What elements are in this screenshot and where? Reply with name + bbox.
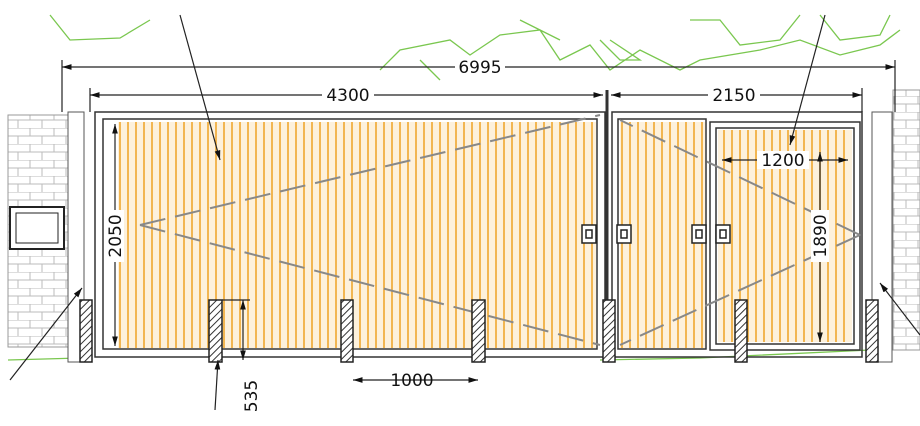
door-width: 1200 xyxy=(761,151,804,171)
post-depth: 535 xyxy=(242,380,262,412)
gate-height: 2050 xyxy=(106,214,126,257)
post-spacing: 1000 xyxy=(390,371,433,391)
right-wall xyxy=(893,90,920,350)
gate-drawing: 6995 4300 2150 2050 1200 1890 1000 535 xyxy=(0,0,920,426)
sliding-gate-width: 4300 xyxy=(326,86,369,106)
door-height: 1890 xyxy=(811,214,831,257)
overall-width: 6995 xyxy=(458,58,501,78)
slat-background xyxy=(118,122,596,348)
side-gate-width: 2150 xyxy=(712,86,755,106)
